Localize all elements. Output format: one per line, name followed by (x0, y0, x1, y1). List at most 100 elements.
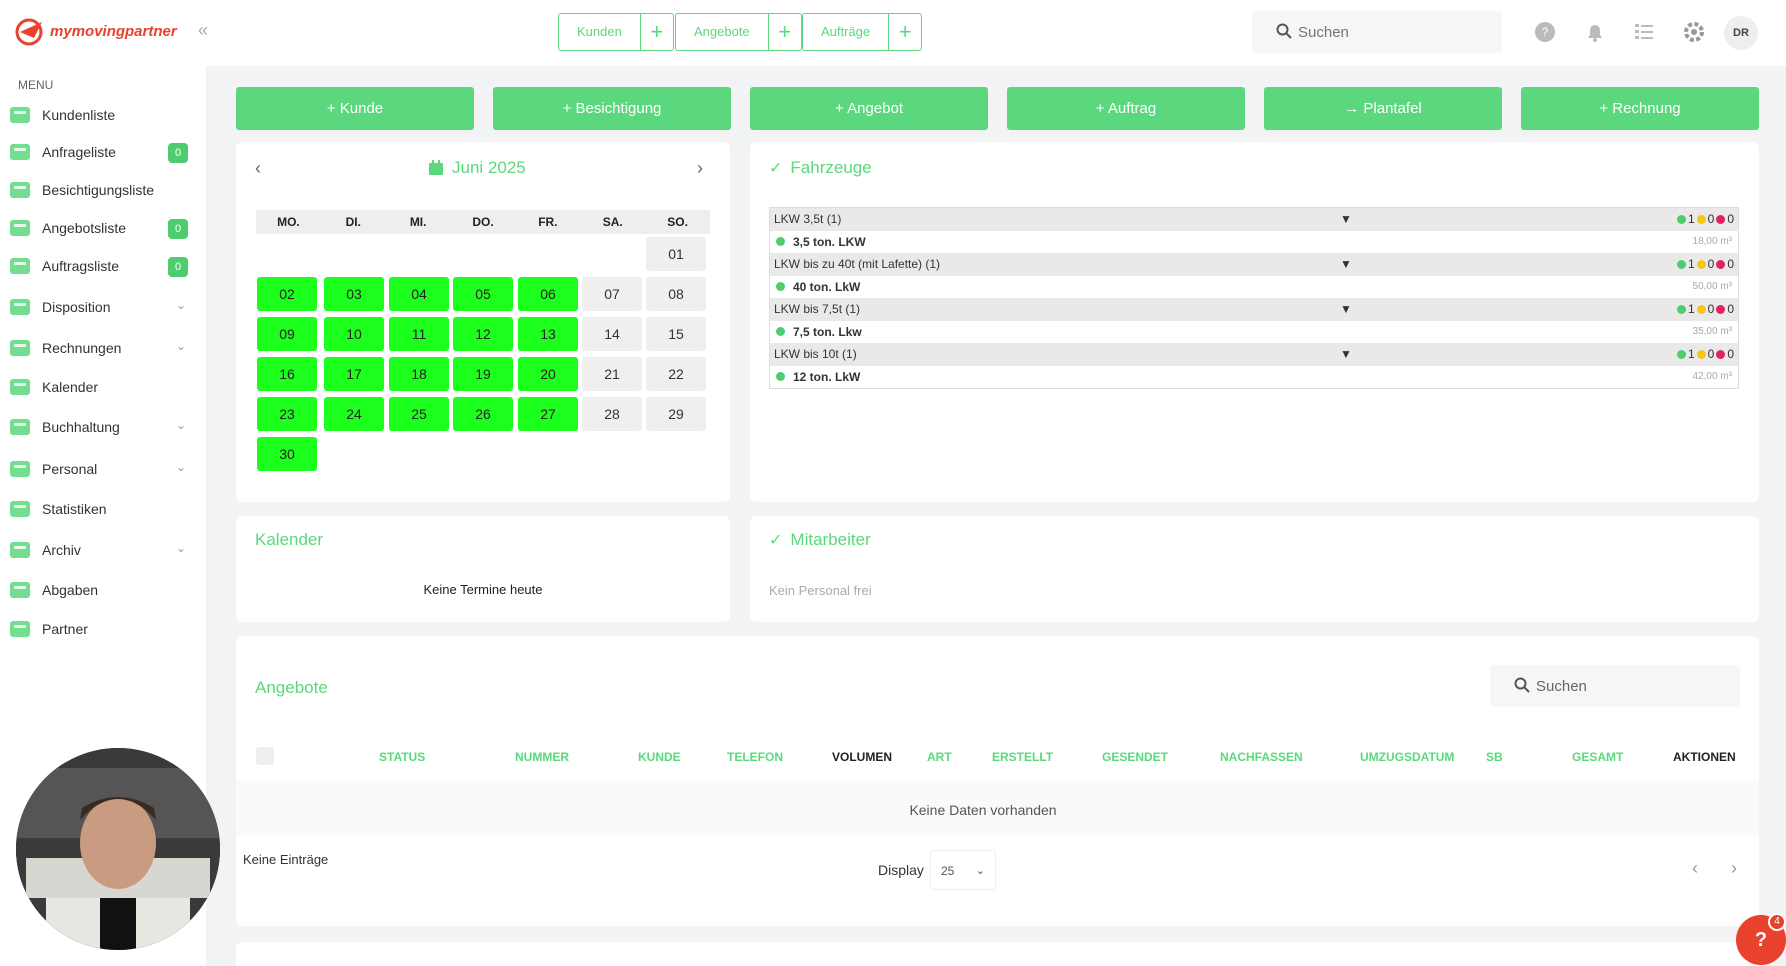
calendar-day[interactable]: 08 (646, 277, 706, 311)
vehicle-group-row[interactable]: LKW bis 10t (1) ▼ 1 0 0 (770, 343, 1738, 366)
calendar-day[interactable]: 22 (646, 357, 706, 391)
sidebar-item-abgaben[interactable]: Abgaben (6, 575, 198, 605)
vehicle-row[interactable]: 12 ton. LkW 42,00 m³ (770, 365, 1738, 388)
vehicle-group-row[interactable]: LKW 3,5t (1) ▼ 1 0 0 (770, 208, 1738, 231)
sidebar-item-statistiken[interactable]: Statistiken (6, 494, 198, 524)
sidebar-item-angebotsliste[interactable]: Angebotsliste 0 (6, 213, 198, 243)
global-search-input[interactable] (1298, 11, 1498, 53)
new-inspection-button[interactable]: + Besichtigung (493, 87, 731, 130)
column-header-nachfassen[interactable]: NACHFASSEN (1220, 750, 1303, 764)
page-next-icon[interactable]: › (1731, 858, 1737, 878)
collapse-sidebar-icon[interactable]: « (198, 20, 209, 40)
task-list-icon[interactable] (1632, 20, 1656, 44)
calendar-day[interactable]: 11 (389, 317, 449, 351)
sidebar-item-partner[interactable]: Partner (6, 614, 198, 644)
calendar-day[interactable]: 18 (389, 357, 449, 391)
bell-icon[interactable] (1583, 20, 1607, 44)
vehicle-group-row[interactable]: LKW bis 7,5t (1) ▼ 1 0 0 (770, 298, 1738, 321)
sidebar-item-archiv[interactable]: Archiv ⌄ (6, 535, 198, 565)
quick-kunden-add-icon[interactable]: + (650, 19, 664, 44)
calendar-day[interactable]: 23 (257, 397, 317, 431)
sidebar-item-auftragsliste[interactable]: Auftragsliste 0 (6, 251, 198, 281)
expand-arrow-icon[interactable]: ▼ (1340, 347, 1352, 362)
sidebar-item-kundenliste[interactable]: Kundenliste (6, 100, 198, 130)
new-offer-button[interactable]: + Angebot (750, 87, 988, 130)
quick-auftraege-add-icon[interactable]: + (898, 19, 912, 44)
vehicle-row[interactable]: 3,5 ton. LKW 18,00 m³ (770, 230, 1738, 253)
calendar-day[interactable]: 15 (646, 317, 706, 351)
quick-angebote-button[interactable]: Angebote (676, 14, 769, 50)
calendar-day[interactable]: 25 (389, 397, 449, 431)
calendar-day[interactable]: 10 (324, 317, 384, 351)
new-customer-button[interactable]: + Kunde (236, 87, 474, 130)
sidebar-item-personal[interactable]: Personal ⌄ (6, 454, 198, 484)
calendar-day[interactable]: 14 (582, 317, 642, 351)
new-invoice-button[interactable]: + Rechnung (1521, 87, 1759, 130)
column-header-gesamt[interactable]: GESAMT (1572, 750, 1624, 764)
vehicle-name: 3,5 ton. LKW (793, 234, 866, 249)
expand-arrow-icon[interactable]: ▼ (1340, 302, 1352, 317)
quick-kunden: Kunden + (558, 13, 674, 51)
sidebar-item-rechnungen[interactable]: Rechnungen ⌄ (6, 333, 198, 363)
calendar-day[interactable]: 09 (257, 317, 317, 351)
column-header-telefon[interactable]: TELEFON (727, 750, 783, 764)
calendar-day[interactable]: 28 (582, 397, 642, 431)
calendar-day[interactable]: 02 (257, 277, 317, 311)
vehicle-group-row[interactable]: LKW bis zu 40t (mit Lafette) (1) ▼ 1 0 0 (770, 253, 1738, 276)
expand-arrow-icon[interactable]: ▼ (1340, 257, 1352, 272)
column-header-kunde[interactable]: KUNDE (638, 750, 681, 764)
expand-arrow-icon[interactable]: ▼ (1340, 212, 1352, 227)
calendar-day[interactable]: 05 (453, 277, 513, 311)
user-avatar[interactable]: DR (1724, 16, 1758, 50)
column-header-status[interactable]: STATUS (379, 750, 426, 764)
calendar-day[interactable]: 12 (453, 317, 513, 351)
calendar-day[interactable]: 21 (582, 357, 642, 391)
page-prev-icon[interactable]: ‹ (1692, 858, 1698, 878)
column-header-sb[interactable]: SB (1486, 750, 1503, 764)
select-all-checkbox[interactable] (256, 747, 274, 765)
sidebar-item-disposition[interactable]: Disposition ⌄ (6, 292, 198, 322)
calendar-day[interactable]: 30 (257, 437, 317, 471)
column-header-umzugsdatum[interactable]: UMZUGSDATUM (1360, 750, 1455, 764)
gear-icon[interactable] (1682, 20, 1706, 44)
calendar-day[interactable]: 01 (646, 237, 706, 271)
quick-angebote-add-icon[interactable]: + (778, 19, 792, 44)
offers-search[interactable]: Suchen (1490, 665, 1740, 707)
calendar-day[interactable]: 26 (453, 397, 513, 431)
calendar-day[interactable]: 24 (324, 397, 384, 431)
planning-board-button[interactable]: → Plantafel (1264, 87, 1502, 130)
sidebar-item-label: Kundenliste (42, 107, 116, 123)
staff-title-text: Mitarbeiter (790, 530, 871, 549)
logo[interactable]: mymovingpartner (14, 16, 177, 46)
column-header-nummer[interactable]: NUMMER (515, 750, 569, 764)
calendar-next-icon[interactable]: › (697, 158, 703, 178)
calendar-day[interactable]: 17 (324, 357, 384, 391)
calendar-day[interactable]: 29 (646, 397, 706, 431)
sidebar-item-buchhaltung[interactable]: Buchhaltung ⌄ (6, 412, 198, 442)
calendar-day[interactable]: 27 (518, 397, 578, 431)
new-order-button[interactable]: + Auftrag (1007, 87, 1245, 130)
help-circle-icon[interactable]: ? (1533, 20, 1557, 44)
page-size-select[interactable]: 25 ⌄ (930, 850, 996, 890)
calendar-day[interactable]: 20 (518, 357, 578, 391)
calendar-day[interactable]: 06 (518, 277, 578, 311)
sidebar-item-besichtigungsliste[interactable]: Besichtigungsliste (6, 175, 198, 205)
sidebar-item-kalender[interactable]: Kalender (6, 372, 198, 402)
calendar-day[interactable]: 13 (518, 317, 578, 351)
sidebar-item-anfrageliste[interactable]: Anfrageliste 0 (6, 137, 198, 167)
quick-auftraege-button[interactable]: Aufträge (803, 14, 890, 50)
calendar-day[interactable]: 04 (389, 277, 449, 311)
column-header-volumen[interactable]: VOLUMEN (832, 750, 892, 764)
column-header-erstellt[interactable]: ERSTELLT (992, 750, 1054, 764)
calendar-day[interactable]: 16 (257, 357, 317, 391)
calendar-day[interactable]: 03 (324, 277, 384, 311)
vehicle-row[interactable]: 40 ton. LkW 50,00 m³ (770, 275, 1738, 298)
column-header-gesendet[interactable]: GESENDET (1102, 750, 1169, 764)
calendar-day[interactable]: 19 (453, 357, 513, 391)
calendar-day[interactable]: 07 (582, 277, 642, 311)
gantt-icon (10, 299, 30, 315)
vehicle-row[interactable]: 7,5 ton. Lkw 35,00 m³ (770, 320, 1738, 343)
column-header-art[interactable]: ART (927, 750, 952, 764)
quick-kunden-button[interactable]: Kunden (559, 14, 641, 50)
calendar-prev-icon[interactable]: ‹ (255, 158, 261, 178)
